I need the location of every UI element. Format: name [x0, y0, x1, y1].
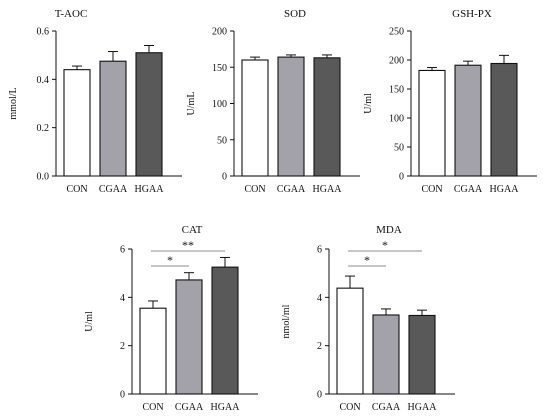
y-tick-label: 200 [389, 56, 404, 67]
y-tick-label: 6 [120, 245, 125, 256]
bar-hgaa [313, 57, 341, 177]
y-axis-label: nmol/ml [281, 304, 292, 338]
y-tick-label: 250 [389, 27, 404, 38]
y-tick-label: 100 [212, 99, 227, 110]
x-tick-label: CGAA [372, 402, 401, 413]
bar-cgaa [454, 64, 482, 177]
y-tick-label: 0 [120, 390, 125, 401]
y-tick-label: 2 [120, 341, 125, 352]
x-tick-label: CON [66, 184, 87, 195]
y-tick-label: 50 [394, 143, 404, 154]
bar-con [63, 69, 91, 177]
y-tick-label: 0.2 [37, 123, 50, 134]
y-axis-label: U/ml [363, 93, 374, 114]
x-tick-label: CON [339, 402, 360, 413]
y-tick-label: 0 [399, 172, 404, 183]
y-tick-label: 0.0 [37, 172, 50, 183]
y-tick-label: 4 [317, 293, 322, 304]
bar-cgaa [372, 314, 400, 395]
x-tick-label: CON [142, 402, 163, 413]
bar-con [139, 307, 167, 395]
bar-con [241, 59, 269, 177]
y-tick-label: 0.6 [37, 27, 50, 38]
y-tick-label: 4 [120, 293, 125, 304]
panel-gsh-px: GSH-PX U/ml 0 50 100 150 200 250 CON CGAA HGAA [363, 8, 537, 195]
chart-title: CAT [182, 224, 203, 236]
y-tick-label: 6 [317, 245, 322, 256]
x-tick-label: CGAA [277, 184, 306, 195]
x-tick-label: HGAA [490, 184, 520, 195]
y-tick-label: 0 [222, 172, 227, 183]
panel-mda: MDA nmol/ml 0 2 4 6 CON CGAA HGAA * * [281, 224, 455, 413]
x-tick-label: CON [421, 184, 442, 195]
y-tick-label: 200 [212, 27, 227, 38]
bar-hgaa [408, 314, 436, 395]
bar-con [418, 69, 446, 177]
x-tick-label: HGAA [135, 184, 165, 195]
x-tick-label: HGAA [313, 184, 343, 195]
x-tick-label: HGAA [211, 402, 241, 413]
y-axis-label: mmol/L [8, 87, 19, 119]
panel-t-aoc: T-AOC mmol/L 0.0 0.2 0.4 0.6 CON CGAA HGAA [8, 8, 182, 195]
significance-mark: ** [182, 238, 194, 252]
bar-cgaa [277, 56, 305, 177]
y-tick-label: 0 [317, 390, 322, 401]
chart-title: T-AOC [55, 8, 88, 20]
panel-sod: SOD U/mL 0 50 100 150 200 CON CGAA HGAA [186, 8, 360, 195]
x-tick-label: CGAA [99, 184, 128, 195]
chart-title: GSH-PX [452, 8, 492, 20]
y-axis-label: U/ml [84, 311, 95, 332]
significance-mark: * [364, 253, 370, 267]
bar-hgaa [211, 266, 239, 395]
y-tick-label: 50 [217, 135, 227, 146]
y-tick-label: 0.4 [37, 75, 50, 86]
x-tick-label: CGAA [454, 184, 483, 195]
y-tick-label: 150 [212, 63, 227, 74]
bar-hgaa [490, 62, 518, 177]
y-tick-label: 2 [317, 341, 322, 352]
y-axis-label: U/mL [186, 92, 197, 116]
chart-title: SOD [284, 8, 306, 20]
bar-cgaa [99, 60, 127, 177]
chart-title: MDA [376, 224, 402, 236]
x-tick-label: CGAA [175, 402, 204, 413]
bar-hgaa [135, 52, 163, 177]
y-tick-label: 100 [389, 114, 404, 125]
bar-cgaa [175, 279, 203, 395]
x-tick-label: CON [244, 184, 265, 195]
significance-mark: * [382, 238, 388, 252]
bar-con [336, 287, 364, 395]
x-tick-label: HGAA [408, 402, 438, 413]
significance-mark: * [167, 253, 173, 267]
y-tick-label: 150 [389, 85, 404, 96]
